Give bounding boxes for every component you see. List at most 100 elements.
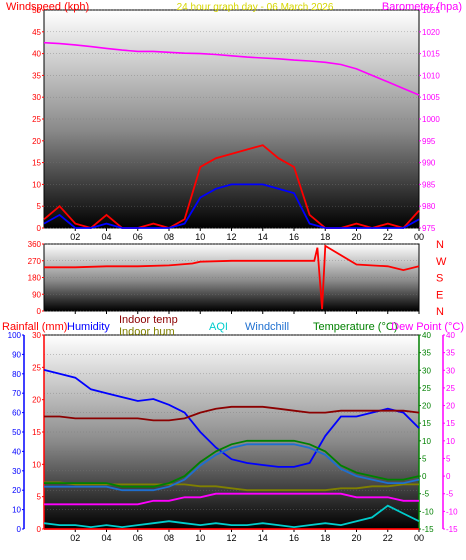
y-tick-label: 40 [32, 50, 41, 59]
y-tick-label: 15 [422, 419, 431, 428]
y-tick-label: 5 [37, 493, 42, 502]
panel3-series [43, 369, 420, 530]
y-tick-label: 270 [28, 257, 42, 266]
y-tick-label: 70 [12, 389, 21, 398]
y-tick-label: 40 [12, 447, 21, 456]
x-tick-label: 14 [258, 533, 268, 543]
y-tick-label: 980 [422, 202, 436, 211]
indoor-temp-label: Indoor temp [119, 314, 178, 326]
y-tick-label: 100 [8, 331, 22, 340]
y-tick-label: 1005 [422, 93, 440, 102]
y-tick-label: 25 [422, 384, 431, 393]
y-tick-label: 10 [12, 506, 21, 515]
compass-label: N [436, 239, 444, 251]
windspeed-label: Windspeed (kph) [6, 1, 89, 13]
panel3-dewpoint-axis: -15 -10 -5 0 5 10 15 20 25 30 35 40 [443, 331, 458, 534]
y-tick-label: -15 [422, 525, 434, 534]
y-tick-label: 0 [37, 224, 42, 233]
indoor-hum-label: Indoor hum [119, 326, 175, 338]
y-tick-label: 15 [446, 419, 455, 428]
y-tick-label: 995 [422, 137, 436, 146]
x-tick-label: 02 [70, 232, 80, 242]
y-tick-label: 0 [37, 307, 42, 316]
x-tick-label: 04 [101, 533, 111, 543]
y-tick-label: 35 [422, 349, 431, 358]
compass-label: N [436, 306, 444, 318]
y-tick-label: 15 [32, 159, 41, 168]
x-tick-label: 18 [320, 232, 330, 242]
y-tick-label: 10 [422, 437, 431, 446]
panel2-x-axis [74, 311, 420, 314]
y-tick-label: 360 [28, 240, 42, 249]
y-tick-label: 20 [32, 396, 41, 405]
x-tick-label: 02 [70, 533, 80, 543]
y-tick-label: 990 [422, 159, 436, 168]
x-tick-label: 22 [383, 533, 393, 543]
y-tick-label: 5 [446, 454, 451, 463]
y-tick-label: 0 [37, 525, 42, 534]
panel1-series [43, 41, 420, 230]
x-tick-label: 04 [101, 232, 111, 242]
y-tick-label: 30 [32, 331, 41, 340]
y-tick-label: 80 [12, 370, 21, 379]
y-tick-label: 90 [12, 350, 21, 359]
y-tick-label: 90 [32, 290, 41, 299]
y-tick-label: 35 [446, 349, 455, 358]
series-wind-direction-line [44, 244, 420, 310]
panel3-humidity-axis: 0 5 10 15 20 25 30 [32, 331, 44, 534]
x-tick-label: 22 [383, 232, 393, 242]
y-tick-label: 1010 [422, 71, 440, 80]
panel3-temperature-axis: -15 -10 -5 0 5 10 15 20 25 30 35 40 [419, 331, 434, 534]
series-windchill-line [44, 443, 420, 492]
y-tick-label: 35 [32, 71, 41, 80]
y-tick-label: 15 [32, 428, 41, 437]
series-humidity-line [43, 369, 420, 468]
y-tick-label: 40 [446, 331, 455, 340]
y-tick-label: 50 [12, 428, 21, 437]
y-tick-label: -10 [446, 507, 458, 516]
y-tick-label: 0 [446, 472, 451, 481]
y-tick-label: 1015 [422, 50, 440, 59]
y-tick-label: 180 [28, 274, 42, 283]
series-indoor-hum-line [44, 481, 419, 492]
y-tick-label: 5 [422, 454, 427, 463]
y-tick-label: 20 [422, 402, 431, 411]
panel3-x-axis: 02 04 06 08 10 12 14 16 18 20 22 00 [70, 529, 424, 543]
compass-label: W [436, 256, 447, 268]
y-tick-label: 20 [12, 486, 21, 495]
panel2-series [44, 244, 420, 310]
windchill-label: Windchill [245, 321, 289, 333]
x-tick-label: 06 [133, 533, 143, 543]
y-tick-label: 975 [422, 224, 436, 233]
panel1-x-axis: 02 04 06 08 10 12 14 16 18 20 22 00 [70, 228, 424, 242]
panel1-left-axis: 0 5 10 15 20 25 30 35 40 45 50 [32, 6, 419, 233]
y-tick-label: 40 [422, 331, 431, 340]
y-tick-label: 25 [32, 363, 41, 372]
dewpoint-label: Dew Point (°C) [391, 321, 464, 333]
y-tick-label: 5 [37, 202, 42, 211]
x-tick-label: 10 [195, 533, 205, 543]
x-tick-label: 08 [164, 232, 174, 242]
series-dew-point-line [44, 492, 419, 506]
compass-label: S [436, 273, 443, 285]
y-tick-label: 1025 [422, 6, 440, 15]
y-tick-label: -15 [446, 525, 458, 534]
y-tick-label: 25 [446, 384, 455, 393]
series-windspeed-line [43, 144, 420, 230]
y-tick-label: 30 [422, 366, 431, 375]
y-tick-label: -5 [422, 490, 430, 499]
y-tick-label: 10 [32, 180, 41, 189]
y-tick-label: 10 [446, 437, 455, 446]
panel1-right-axis: 975 980 985 990 995 1000 1005 1010 1015 1020 1025 [419, 6, 440, 233]
y-tick-label: 0 [422, 472, 427, 481]
y-tick-label: 30 [32, 93, 41, 102]
x-tick-label: 10 [195, 232, 205, 242]
x-tick-label: 06 [133, 232, 143, 242]
aqi-label: AQI [209, 321, 228, 333]
y-tick-label: 25 [32, 115, 41, 124]
x-tick-label: 12 [226, 232, 236, 242]
y-tick-label: 20 [32, 137, 41, 146]
series-indoor-temp-line [44, 405, 420, 422]
